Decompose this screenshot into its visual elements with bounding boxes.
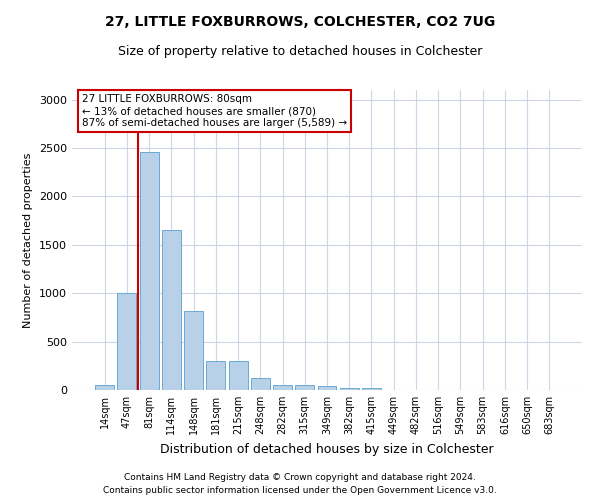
Bar [251, 378, 270, 390]
Text: 27 LITTLE FOXBURROWS: 80sqm
← 13% of detached houses are smaller (870)
87% of se: 27 LITTLE FOXBURROWS: 80sqm ← 13% of det… [82, 94, 347, 128]
Bar [206, 362, 225, 390]
Bar [295, 385, 314, 390]
Text: 27, LITTLE FOXBURROWS, COLCHESTER, CO2 7UG: 27, LITTLE FOXBURROWS, COLCHESTER, CO2 7… [105, 15, 495, 29]
Bar [162, 230, 181, 390]
Bar [317, 386, 337, 390]
Bar [184, 310, 203, 390]
Bar [273, 384, 292, 390]
Text: Contains public sector information licensed under the Open Government Licence v3: Contains public sector information licen… [103, 486, 497, 495]
Y-axis label: Number of detached properties: Number of detached properties [23, 152, 34, 328]
Bar [118, 293, 136, 390]
Bar [229, 362, 248, 390]
Text: Contains HM Land Registry data © Crown copyright and database right 2024.: Contains HM Land Registry data © Crown c… [124, 474, 476, 482]
X-axis label: Distribution of detached houses by size in Colchester: Distribution of detached houses by size … [160, 442, 494, 456]
Bar [362, 388, 381, 390]
Bar [140, 152, 158, 390]
Bar [95, 384, 114, 390]
Text: Size of property relative to detached houses in Colchester: Size of property relative to detached ho… [118, 45, 482, 58]
Bar [340, 388, 359, 390]
